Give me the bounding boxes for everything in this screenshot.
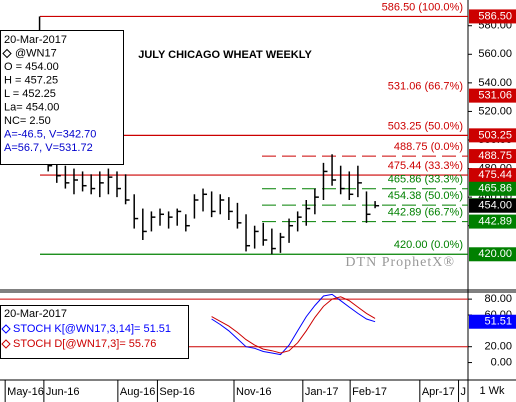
- info-line: @WN17: [15, 47, 57, 59]
- x-tick-label: Nov-16: [236, 386, 271, 398]
- x-tick-label: J: [461, 386, 467, 398]
- last-stoch-tag: [469, 314, 516, 329]
- watermark: DTN ProphetX®: [345, 255, 455, 270]
- stoch-line: [211, 293, 376, 356]
- level-label: 420.00 (0.0%): [394, 239, 463, 251]
- level-label: 503.25 (50.0%): [388, 120, 463, 132]
- level-tag-label: 475.44: [478, 169, 512, 181]
- level-tag: [469, 128, 516, 143]
- y-tick-label: 80.00: [484, 293, 512, 305]
- last-price-tag: [469, 198, 516, 213]
- x-tick-label: May-16: [7, 386, 44, 398]
- level-tag: [469, 9, 516, 24]
- level-label: 465.86 (33.3%): [388, 174, 463, 186]
- level-tag: [469, 88, 516, 103]
- info-line: H = 457.25: [4, 74, 58, 86]
- symbol-icon: [2, 48, 12, 59]
- legend-icon: [1, 339, 11, 349]
- info-line: 20-Mar-2017: [4, 34, 67, 46]
- info-line: La= 454.00: [4, 101, 59, 113]
- last-price-label: 454.00: [478, 200, 512, 212]
- level-tag: [469, 149, 516, 164]
- x-tick-label: Sep-16: [159, 386, 194, 398]
- level-tag: [469, 181, 516, 196]
- legend-icon: [1, 324, 11, 334]
- level-tag-label: 531.06: [478, 90, 512, 102]
- info-line: A=-46.5, V=342.70: [4, 128, 96, 140]
- y-tick-label: 540.00: [478, 77, 512, 89]
- x-tick-label: Jun-16: [46, 386, 80, 398]
- level-tag-label: 465.86: [478, 183, 512, 195]
- stoch-date: 20-Mar-2017: [4, 308, 67, 320]
- level-tag-label: 503.25: [478, 129, 512, 141]
- level-label: 454.38 (50.0%): [388, 190, 463, 202]
- y-tick-label: 520.00: [478, 105, 512, 117]
- chart-title: JULY CHICAGO WHEAT WEEKLY: [138, 49, 312, 61]
- info-line: O = 454.00: [4, 61, 59, 73]
- last-stoch-label: 51.51: [484, 316, 512, 328]
- level-label: 475.44 (33.3%): [388, 160, 463, 172]
- y-tick-label: 20.00: [484, 341, 512, 353]
- level-tag: [469, 168, 516, 183]
- info-line: L = 452.25: [4, 88, 56, 100]
- info-line: A=56.7, V=531.72: [4, 142, 93, 154]
- interval-box: [469, 381, 515, 401]
- level-label: 586.50 (100.0%): [382, 1, 463, 13]
- x-tick-label: Apr-17: [422, 386, 455, 398]
- info-box: [0, 30, 124, 165]
- y-tick-label: 560.00: [478, 48, 512, 60]
- interval-label: 1 Wk: [479, 385, 505, 397]
- level-tag: [469, 247, 516, 262]
- level-label: 488.75 (0.0%): [394, 141, 463, 153]
- level-tag-label: 586.50: [478, 10, 512, 22]
- level-tag: [469, 214, 516, 229]
- y-tick-label: 0.00: [491, 356, 512, 368]
- level-tag-label: 488.75: [478, 150, 512, 162]
- level-label: 442.89 (66.7%): [388, 206, 463, 218]
- x-tick-label: Feb-17: [352, 386, 387, 398]
- level-tag-label: 442.89: [478, 215, 512, 227]
- stoch-line: [211, 296, 376, 354]
- x-tick-label: Jan-17: [305, 386, 339, 398]
- legend-entry: STOCH D[@WN17,3]= 55.76: [13, 338, 156, 350]
- info-line: NC= 2.50: [4, 115, 51, 127]
- level-tag-label: 420.00: [478, 248, 512, 260]
- x-tick-label: Aug-16: [120, 386, 155, 398]
- level-label: 531.06 (66.7%): [388, 81, 463, 93]
- legend-entry: STOCH K[@WN17,3,14]= 51.51: [13, 323, 171, 335]
- stoch-legend-box: [0, 305, 189, 359]
